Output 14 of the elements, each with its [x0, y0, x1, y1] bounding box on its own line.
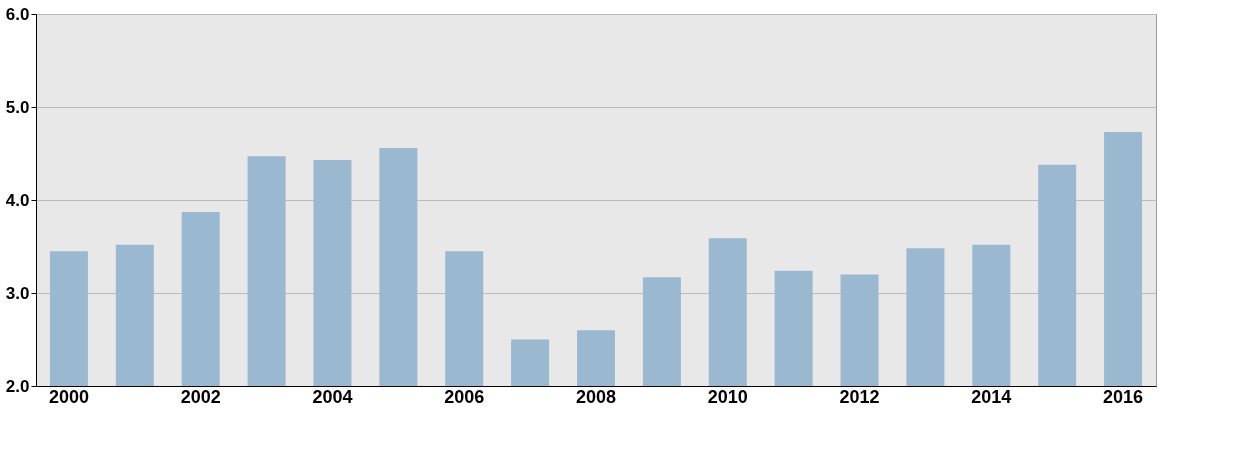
x-tick-label: 2010: [707, 386, 748, 407]
x-tick-label: 2012: [839, 386, 880, 407]
x-tick-label: 2000: [48, 386, 89, 407]
x-tick-label: 2016: [1103, 386, 1144, 407]
y-tick-label: 3.0: [5, 283, 30, 303]
y-tick-label: 5.0: [5, 97, 30, 117]
x-tick-label: 2006: [444, 386, 485, 407]
x-tick-label: 2014: [971, 386, 1012, 407]
x-tick-label: 2004: [312, 386, 353, 407]
y-tick-label: 6.0: [5, 4, 30, 24]
x-tick-label: 2002: [180, 386, 221, 407]
y-tick-label: 2.0: [5, 376, 30, 396]
y-tick-label: 4.0: [5, 190, 30, 210]
x-tick-label: 2008: [575, 386, 617, 407]
